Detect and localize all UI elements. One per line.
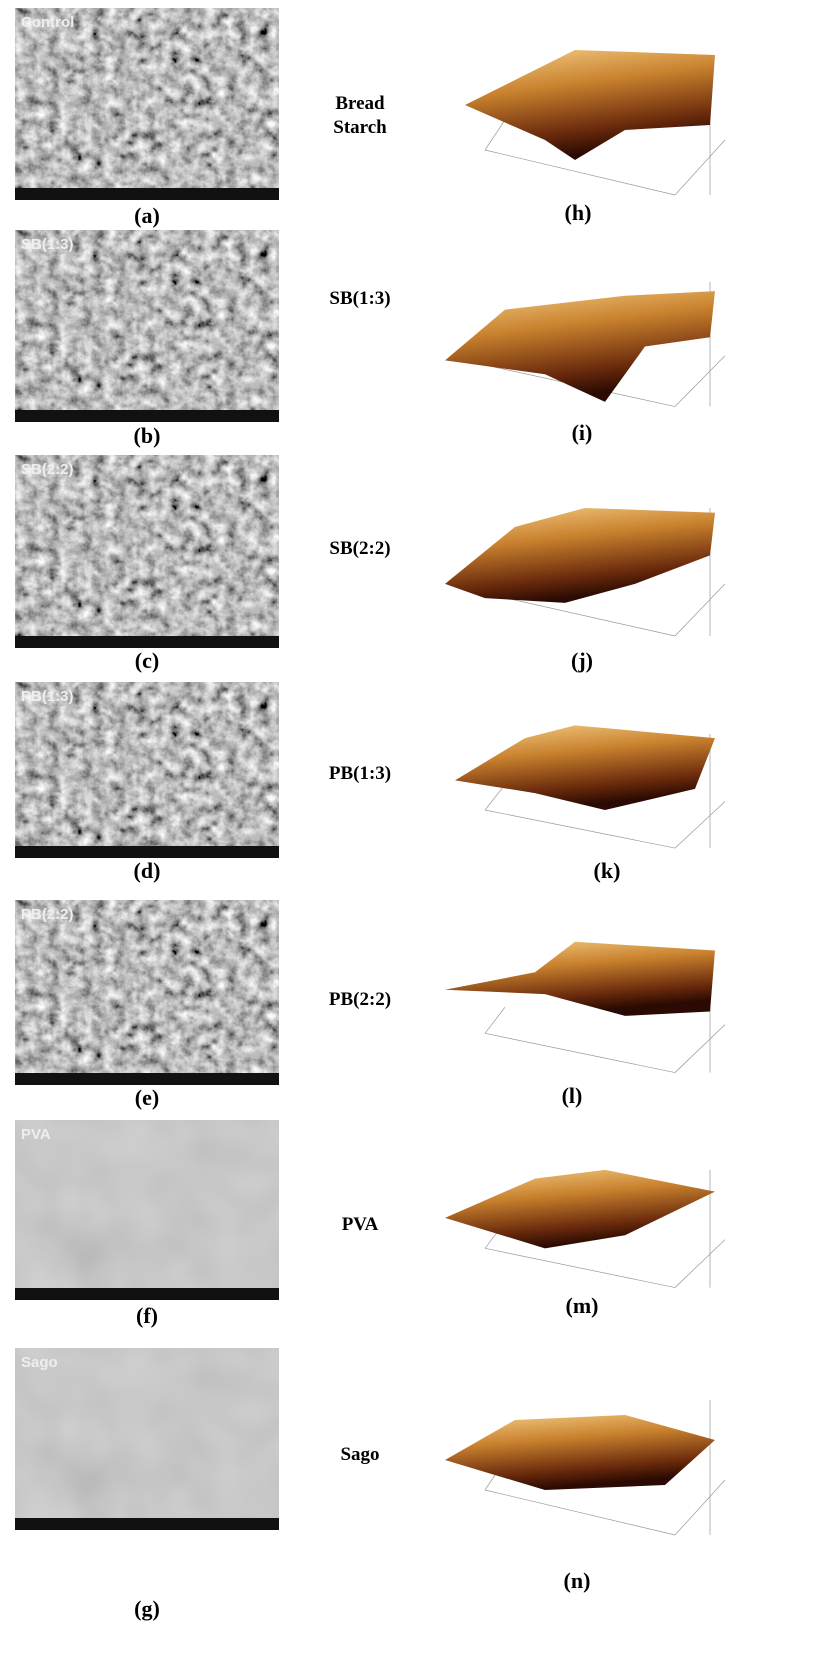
sem-info-bar: [15, 1073, 279, 1085]
afm-axis: [485, 1490, 675, 1535]
afm-label: SB(1:3): [300, 287, 420, 311]
sem-surface: [15, 1348, 279, 1530]
afm-axis: [485, 1033, 675, 1072]
sem-label: PB(1:3): [21, 688, 74, 705]
afm-axis: [675, 802, 725, 849]
afm-caption: (j): [552, 648, 612, 674]
afm-axis: [675, 140, 725, 195]
afm-axis: [675, 584, 725, 636]
sem-caption: (g): [117, 1596, 177, 1622]
afm-axis: [675, 1240, 725, 1288]
afm-caption: (i): [552, 420, 612, 446]
afm-axis: [675, 1025, 725, 1073]
afm-image: [425, 1360, 735, 1555]
sem-image: PVA: [15, 1120, 279, 1300]
afm-surface: [445, 1415, 715, 1490]
sem-texture: [15, 8, 279, 200]
afm-axis: [485, 810, 675, 848]
afm-label: PB(1:3): [300, 762, 420, 786]
sem-texture: [15, 230, 279, 422]
sem-info-bar: [15, 410, 279, 422]
afm-axis: [485, 785, 505, 810]
sem-info-bar: [15, 846, 279, 858]
afm-surface: [465, 50, 715, 160]
afm-surface: [445, 508, 715, 603]
sem-texture: [15, 1348, 279, 1530]
afm-caption: (n): [547, 1568, 607, 1594]
sem-caption: (b): [117, 423, 177, 449]
afm-image: [425, 470, 735, 655]
sem-image: PB(2:2): [15, 900, 279, 1085]
sem-info-bar: [15, 1288, 279, 1300]
sem-label: PB(2:2): [21, 906, 74, 923]
sem-info-bar: [15, 1518, 279, 1530]
afm-surface: [455, 725, 715, 810]
afm-image: [425, 920, 735, 1090]
afm-axis: [485, 1007, 505, 1033]
afm-caption: (l): [542, 1083, 602, 1109]
afm-axis: [675, 356, 725, 407]
afm-axis: [485, 120, 505, 150]
sem-caption: (e): [117, 1085, 177, 1111]
sem-info-bar: [15, 636, 279, 648]
sem-caption: (f): [117, 1303, 177, 1329]
afm-label: PVA: [300, 1213, 420, 1237]
afm-surface: [445, 291, 715, 402]
afm-surface: [445, 942, 715, 1016]
sem-caption: (d): [117, 858, 177, 884]
afm-caption: (k): [577, 858, 637, 884]
sem-texture: [15, 1120, 279, 1300]
sem-label: Sago: [21, 1354, 58, 1371]
sem-surface: [15, 1120, 279, 1300]
afm-caption: (m): [552, 1293, 612, 1319]
sem-caption: (a): [117, 203, 177, 229]
sem-image: Sago: [15, 1348, 279, 1530]
afm-label: Bread Starch: [325, 92, 395, 140]
afm-image: [425, 20, 735, 215]
afm-label: Sago: [300, 1443, 420, 1467]
afm-image: [425, 700, 735, 865]
sem-surface: [15, 8, 279, 200]
sem-surface: [15, 682, 279, 858]
afm-image: [425, 245, 735, 425]
afm-label: SB(2:2): [300, 537, 420, 561]
sem-texture: [15, 682, 279, 858]
sem-image: SB(1:3): [15, 230, 279, 422]
sem-texture: [15, 455, 279, 648]
afm-axis: [485, 1248, 675, 1287]
sem-caption: (c): [117, 648, 177, 674]
figure: {"rows": [ {"sem_label": "Control", "sem…: [0, 0, 817, 1660]
sem-label: SB(1:3): [21, 236, 74, 253]
afm-caption: (h): [548, 200, 608, 226]
sem-surface: [15, 900, 279, 1085]
sem-info-bar: [15, 188, 279, 200]
sem-image: PB(1:3): [15, 682, 279, 858]
sem-label: SB(2:2): [21, 461, 74, 478]
afm-label: PB(2:2): [300, 988, 420, 1012]
afm-image: [425, 1135, 735, 1305]
afm-axis: [675, 1480, 725, 1535]
sem-label: Control: [21, 14, 74, 31]
afm-surface: [445, 1170, 715, 1248]
sem-label: PVA: [21, 1126, 51, 1143]
sem-surface: [15, 455, 279, 648]
sem-surface: [15, 230, 279, 422]
sem-image: SB(2:2): [15, 455, 279, 648]
sem-image: Control: [15, 8, 279, 200]
sem-texture: [15, 900, 279, 1085]
